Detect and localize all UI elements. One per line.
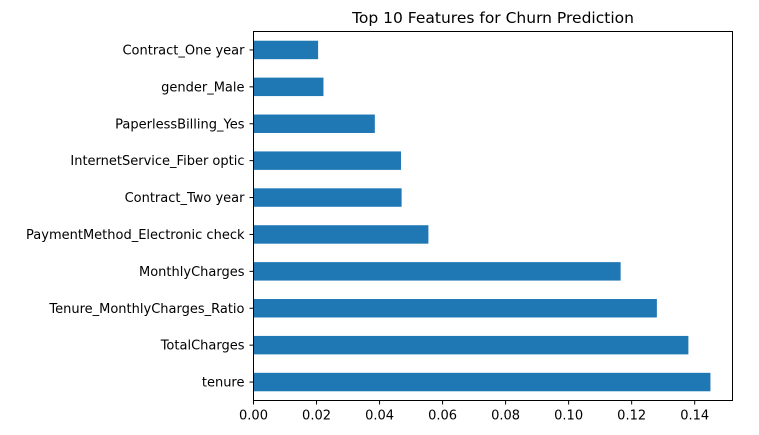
y-tick-label: Contract_Two year bbox=[125, 191, 246, 206]
x-tick-label: 0.12 bbox=[617, 409, 646, 424]
x-tick-label: 0.08 bbox=[491, 409, 520, 424]
x-tick-label: 0.10 bbox=[554, 409, 583, 424]
x-axis: 0.00 0.02 0.04 0.06 0.08 0.10 0.12 0.14 bbox=[239, 400, 709, 424]
plot-frame bbox=[253, 31, 733, 401]
bar-2 bbox=[253, 299, 657, 318]
y-tick-label: gender_Male bbox=[161, 80, 244, 95]
bar-6 bbox=[253, 151, 401, 170]
x-tick-label: 0.02 bbox=[302, 409, 331, 424]
bar-0 bbox=[253, 372, 711, 392]
bar-3 bbox=[253, 262, 621, 281]
y-tick-label: PaymentMethod_Electronic check bbox=[26, 228, 245, 243]
x-tick-label: 0.06 bbox=[428, 409, 457, 424]
bar-9 bbox=[253, 40, 319, 60]
y-tick-label: InternetService_Fiber optic bbox=[70, 154, 244, 169]
y-tick-label: MonthlyCharges bbox=[139, 265, 245, 280]
y-tick-label: PaperlessBilling_Yes bbox=[115, 117, 245, 132]
x-tick-label: 0.04 bbox=[365, 409, 394, 424]
y-tick-label: TotalCharges bbox=[160, 339, 245, 354]
bar-1 bbox=[253, 335, 689, 355]
chart-title: Top 10 Features for Churn Prediction bbox=[351, 9, 634, 27]
y-tick-label: tenure bbox=[202, 376, 245, 391]
bar-7 bbox=[253, 114, 375, 133]
bar-8 bbox=[253, 77, 324, 97]
x-tick-label: 0.14 bbox=[680, 409, 709, 424]
x-tick-label: 0.00 bbox=[239, 409, 268, 424]
bars-layer bbox=[253, 40, 711, 392]
y-tick-label: Tenure_MonthlyCharges_Ratio bbox=[48, 302, 244, 317]
y-axis: tenure TotalCharges Tenure_MonthlyCharges_… bbox=[26, 43, 254, 391]
y-tick-label: Contract_One year bbox=[122, 43, 245, 58]
bar-5 bbox=[253, 188, 402, 207]
bar-4 bbox=[253, 225, 429, 244]
